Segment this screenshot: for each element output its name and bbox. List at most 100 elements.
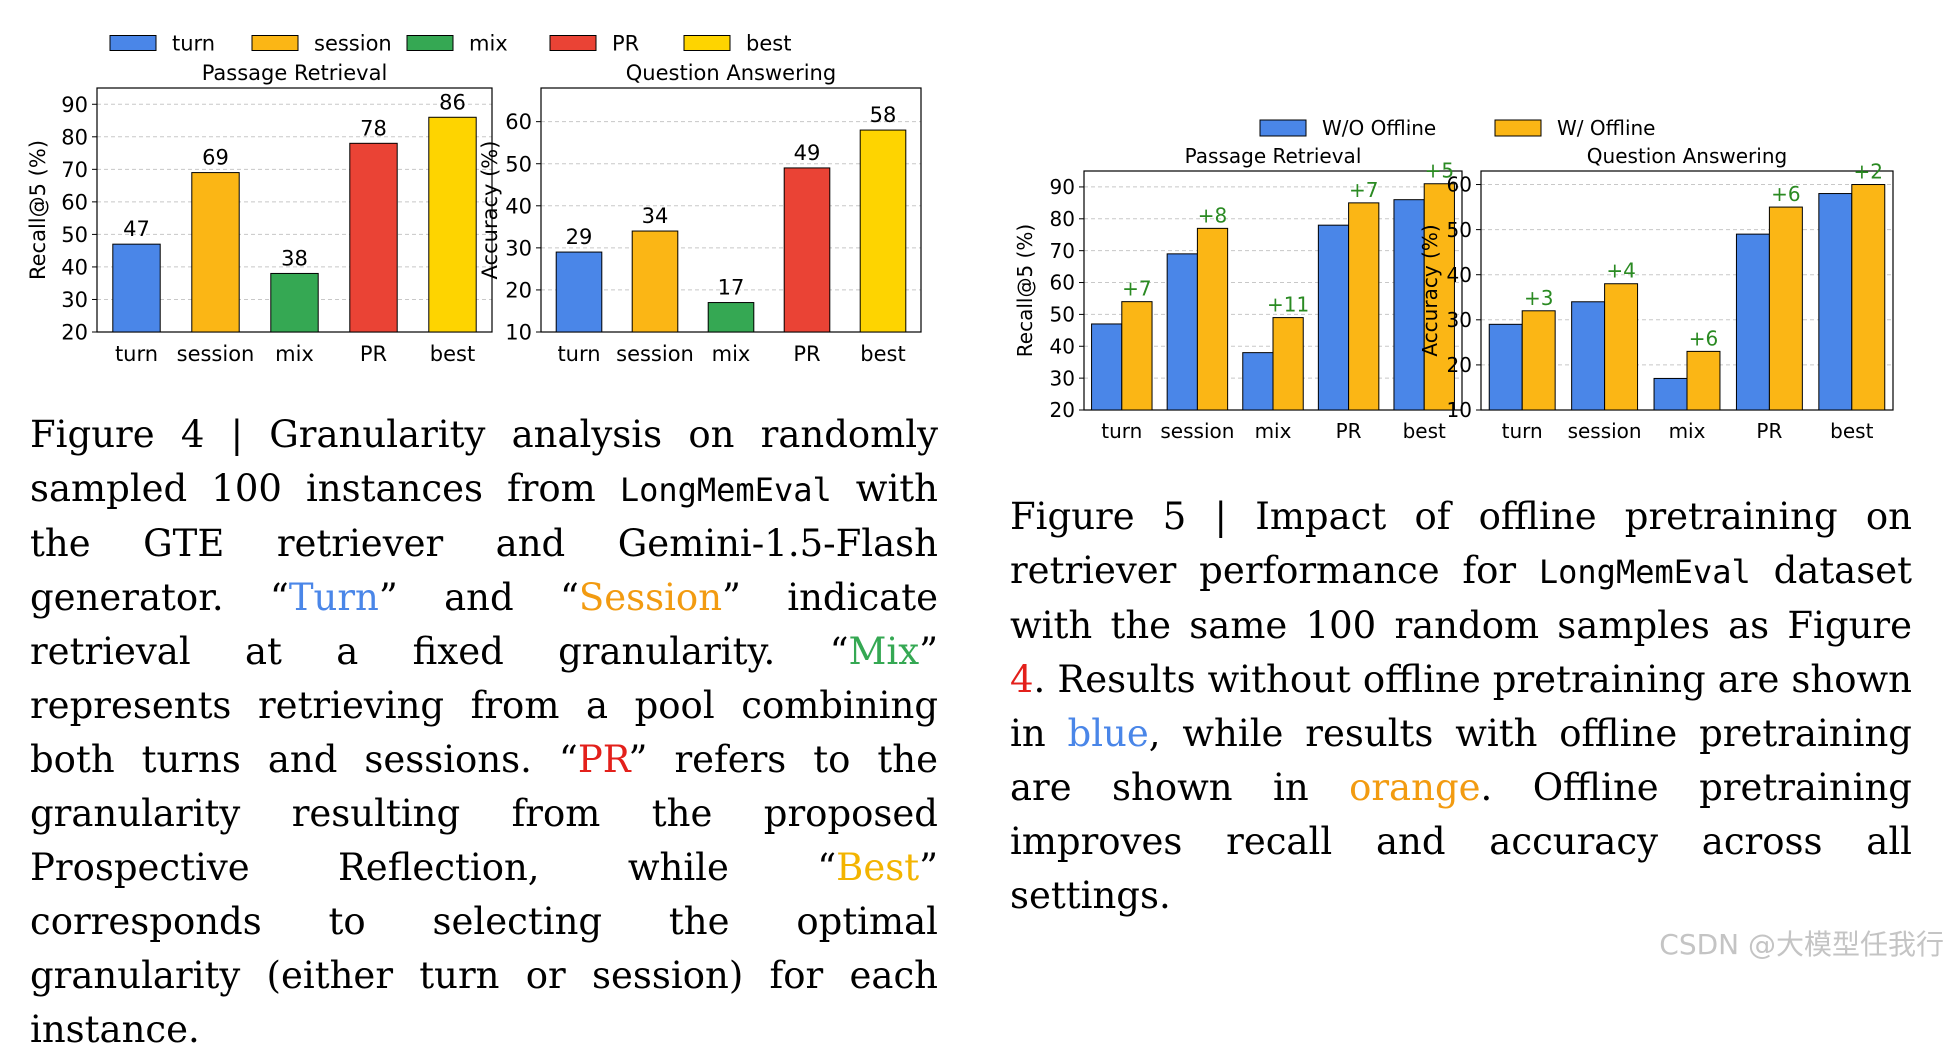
fig4-legend-swatch-0 xyxy=(109,35,157,51)
fig4-panel2-xtick-label: best xyxy=(860,342,905,366)
fig4-panel2-bar-PR xyxy=(783,167,831,333)
fig4-legend-swatch-4 xyxy=(683,35,731,51)
fig4-panel2-ytick-label: 40 xyxy=(505,194,532,218)
fig4-legend-label-1: session xyxy=(314,32,392,56)
fig5-panel2-bar-turn-with xyxy=(1521,310,1556,411)
fig5-panel1-bar-PR-without xyxy=(1317,224,1350,411)
fig5-panel2-ytick-label: 40 xyxy=(1447,263,1472,287)
fig4-panel1-ytick-label: 60 xyxy=(61,190,88,214)
fig5-panel1-title: Passage Retrieval xyxy=(1185,144,1362,168)
fig4-legend-swatch-3 xyxy=(549,35,597,51)
caption-text: , while results with offline pretraining… xyxy=(1010,712,1912,809)
fig4-legend-label-0: turn xyxy=(172,32,215,56)
fig5-panel2-bar-mix-without xyxy=(1653,377,1688,411)
fig4-legend-label-2: mix xyxy=(469,32,508,56)
caption-figure-ref[interactable]: 4 xyxy=(1010,658,1034,701)
fig5-panel2-ylabel: Accuracy (%) xyxy=(1418,224,1442,356)
fig5-panel2-ytick-label: 50 xyxy=(1447,218,1472,242)
fig5-panel2-ytick-label: 30 xyxy=(1447,308,1472,332)
fig4-panel1-ylabel: Recall@5 (%) xyxy=(26,140,50,280)
caption-code: LongMemEval xyxy=(619,471,832,509)
fig5-panel1-ytick-label: 90 xyxy=(1050,175,1075,199)
fig4-panel2-bar-best xyxy=(859,129,907,333)
fig5-panel2-gain-label: +3 xyxy=(1524,286,1553,310)
fig5-panel2-xtick-label: PR xyxy=(1756,419,1782,443)
caption-mix: Mix xyxy=(848,630,920,673)
fig4-panel2-ytick-label: 10 xyxy=(505,321,532,345)
fig4-panel2-value-label: 58 xyxy=(870,103,897,127)
fig5-panel2-bar-session-with xyxy=(1604,283,1639,411)
caption-turn: Turn xyxy=(288,576,379,619)
fig5-panel1-bar-session-without xyxy=(1166,253,1198,411)
fig5-panel1-bar-PR-with xyxy=(1348,202,1380,411)
fig5-panel1-gain-label: +8 xyxy=(1198,203,1227,227)
fig5-panel1-bar-mix-without xyxy=(1242,352,1274,411)
fig5-panel2-title: Question Answering xyxy=(1587,144,1787,168)
fig5-panel1-gain-label: +5 xyxy=(1425,159,1454,183)
fig4-panel1-value-label: 78 xyxy=(360,116,387,140)
caption-text: ” represents retrieving from a pool comb… xyxy=(30,630,938,781)
fig5-panel1-ytick-label: 70 xyxy=(1050,239,1075,263)
fig5-legend-label-1: W/ Offline xyxy=(1557,116,1656,140)
fig5-panel1-bar-session-with xyxy=(1196,227,1229,411)
fig4-panel1-ytick-label: 80 xyxy=(61,125,88,149)
fig4-legend-swatch-1 xyxy=(251,35,299,51)
fig4-panel1-bar-session xyxy=(191,172,240,333)
figure-4-caption: Figure 4 | Granularity analysis on rando… xyxy=(30,408,938,1057)
caption-best: Best xyxy=(836,846,920,889)
fig5-legend-label-0: W/O Offline xyxy=(1322,116,1436,140)
fig4-panel1-ytick-label: 40 xyxy=(61,255,88,279)
fig5-panel2-bar-session-without xyxy=(1571,301,1606,411)
caption-text: with the GTE retriever and Gemini-1.5-Fl… xyxy=(30,467,939,619)
fig4-panel1-xtick-label: mix xyxy=(275,342,314,366)
fig4-panel1-xtick-label: turn xyxy=(115,342,158,366)
figure-5-caption: Figure 5 | Impact of offline pretraining… xyxy=(1010,490,1912,923)
fig5-panel2-xtick-label: turn xyxy=(1502,419,1543,443)
fig4-panel1-value-label: 38 xyxy=(281,246,308,270)
fig4-panel1-ytick-label: 30 xyxy=(61,288,88,312)
fig4-panel2-xtick-label: PR xyxy=(793,342,820,366)
fig5-panel2-gain-label: +2 xyxy=(1854,160,1883,184)
fig5-panel2-bar-best-with xyxy=(1851,184,1886,411)
fig4-panel1-value-label: 86 xyxy=(439,90,466,114)
fig5-panel1-ytick-label: 80 xyxy=(1050,207,1075,231)
fig5-panel2-xtick-label: best xyxy=(1830,419,1873,443)
fig4-legend-swatch-2 xyxy=(406,35,454,51)
fig4-legend-label-4: best xyxy=(746,32,791,56)
caption-blue: blue xyxy=(1067,712,1149,755)
fig5-panel2-ytick-label: 20 xyxy=(1447,353,1472,377)
fig4-panel2-bar-turn xyxy=(555,251,603,333)
fig4-panel1-bar-best xyxy=(428,116,477,333)
fig4-panel1-value-label: 47 xyxy=(123,217,150,241)
fig4-panel2-ytick-label: 60 xyxy=(505,110,532,134)
figure-page: turn session mix PR best 20 30 40 50 60 70 80 90 Pass… xyxy=(26,32,1944,1051)
fig4-panel2-ytick-label: 20 xyxy=(505,278,532,302)
fig5-panel2-xtick-label: session xyxy=(1568,419,1642,443)
fig4-panel2-bar-mix xyxy=(707,302,755,333)
fig5-panel1-bar-best-with xyxy=(1423,183,1455,411)
fig5-panel1-ytick-label: 50 xyxy=(1050,303,1075,327)
caption-text: . Offline pretraining improves recall an… xyxy=(1010,766,1912,917)
watermark: CSDN @大模型任我行 xyxy=(1659,928,1944,961)
fig5-panel1-ytick-label: 30 xyxy=(1050,366,1075,390)
fig5-panel1-xtick-label: session xyxy=(1160,419,1234,443)
caption-text: Figure 4 | Granularity analysis on rando… xyxy=(30,413,938,510)
fig4-panel2-xtick-label: mix xyxy=(712,342,751,366)
fig4-panel2-ytick-label: 50 xyxy=(505,152,532,176)
fig4-panel2-value-label: 29 xyxy=(566,225,593,249)
fig5-panel1-ytick-label: 60 xyxy=(1050,271,1075,295)
fig5-panel2-xtick-label: mix xyxy=(1669,419,1706,443)
caption-orange: orange xyxy=(1349,766,1481,809)
fig5-panel2-gain-label: +4 xyxy=(1606,259,1635,283)
fig4-panel2-value-label: 34 xyxy=(642,204,669,228)
fig4-panel1-xtick-label: session xyxy=(177,342,255,366)
fig5-legend-swatch-1 xyxy=(1494,119,1542,137)
fig4-panel1-ytick-label: 70 xyxy=(61,158,88,182)
fig4-panel2-xtick-label: turn xyxy=(557,342,600,366)
fig4-panel2-title: Question Answering xyxy=(626,61,836,85)
fig5-panel1-bar-turn-with xyxy=(1121,301,1153,411)
fig4-panel1-title: Passage Retrieval xyxy=(202,61,388,85)
fig4-panel1-ytick-label: 90 xyxy=(61,93,88,117)
fig5-panel1-xtick-label: turn xyxy=(1101,419,1142,443)
fig5-panel2-bar-PR-without xyxy=(1735,233,1770,411)
